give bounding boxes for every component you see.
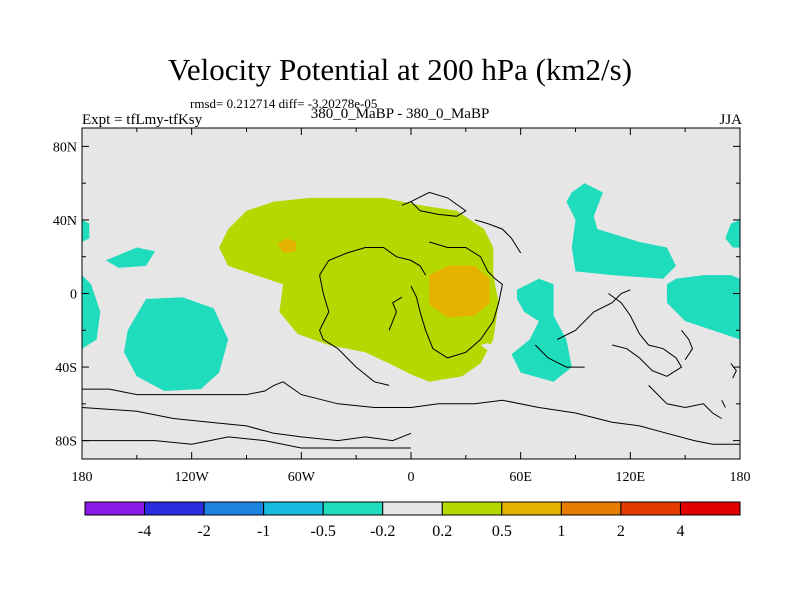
- coastline-5: [401, 191, 467, 217]
- colorbar-box: [84, 501, 146, 516]
- coastline-3: [319, 247, 427, 276]
- coastline-7: [474, 219, 522, 254]
- colorbar-box: [263, 501, 324, 516]
- stats-line: rmsd= 0.212714 diff= -3.20278e-05: [190, 96, 378, 111]
- coastline-11: [681, 329, 694, 360]
- colorbar-label: -4: [138, 523, 151, 540]
- negative-anomaly-east-edge: [725, 219, 740, 248]
- chart-title: Velocity Potential at 200 hPa (km2/s): [167, 52, 633, 87]
- negative-anomaly-indian-ocean: [511, 278, 572, 382]
- colorbar-box: [441, 501, 503, 516]
- coastline-8: [556, 289, 631, 340]
- y-tick-label: 80S: [55, 435, 77, 450]
- x-tick-label: 60E: [509, 470, 532, 485]
- experiment-subtitle: Expt = tfLmy-tfKsy: [82, 112, 203, 128]
- colorbar-label: -0.2: [370, 523, 395, 540]
- negative-anomaly-west-edge-1: [82, 219, 90, 242]
- colorbar-box: [620, 501, 681, 516]
- coastline-0: [82, 381, 740, 445]
- coastline-9: [534, 344, 585, 368]
- colorbar-box: [322, 501, 384, 516]
- x-tick-label: 180: [72, 470, 93, 485]
- colorbar-label: 1: [557, 523, 565, 540]
- colorbar-box: [144, 501, 205, 516]
- x-tick-label: 180: [730, 470, 751, 485]
- colorbar-label: 2: [617, 523, 625, 540]
- coastline-2: [82, 436, 411, 449]
- coastline-10: [608, 293, 683, 377]
- colorbar-box: [382, 501, 443, 516]
- x-tick-label: 60W: [288, 470, 316, 485]
- negative-anomaly-north-pacific: [105, 247, 156, 268]
- x-tick-label: 0: [408, 470, 415, 485]
- coastline-15: [721, 399, 726, 408]
- coastline-12: [648, 385, 722, 419]
- colorbar-box: [203, 501, 265, 516]
- coastline-6: [410, 241, 503, 359]
- colorbar-label: 0.5: [492, 523, 512, 540]
- colorbar-label: -1: [257, 523, 270, 540]
- y-tick-label: 40S: [55, 361, 77, 376]
- negative-anomaly-south-pacific: [124, 297, 229, 391]
- coastline-13: [388, 296, 403, 331]
- colorbar-label: 0.2: [432, 523, 452, 540]
- season-subtitle: JJA: [719, 112, 742, 128]
- colorbar-label: -2: [197, 523, 210, 540]
- case-subtitle: 380_0_MaBP - 380_0_MaBP: [310, 106, 490, 122]
- core-anomaly-atlantic: [277, 238, 296, 253]
- colorbar-label: -0.5: [311, 523, 336, 540]
- x-tick-label: 120E: [616, 470, 646, 485]
- y-tick-label: 80N: [53, 140, 77, 155]
- colorbar-box: [679, 501, 741, 516]
- x-tick-label: 120W: [175, 470, 210, 485]
- colorbar-box: [501, 501, 562, 516]
- coastline-1: [82, 407, 412, 442]
- colorbar-label: 4: [676, 523, 684, 540]
- colorbar-box: [560, 501, 622, 516]
- negative-anomaly-east-asia: [566, 183, 676, 279]
- neutral-hole: [480, 343, 496, 351]
- coastline-14: [730, 363, 737, 379]
- coastline-4: [319, 275, 390, 386]
- y-tick-label: 40N: [53, 214, 77, 229]
- core-anomaly-africa: [429, 265, 490, 318]
- y-tick-label: 0: [70, 288, 77, 303]
- negative-anomaly-east-pacific: [666, 275, 740, 340]
